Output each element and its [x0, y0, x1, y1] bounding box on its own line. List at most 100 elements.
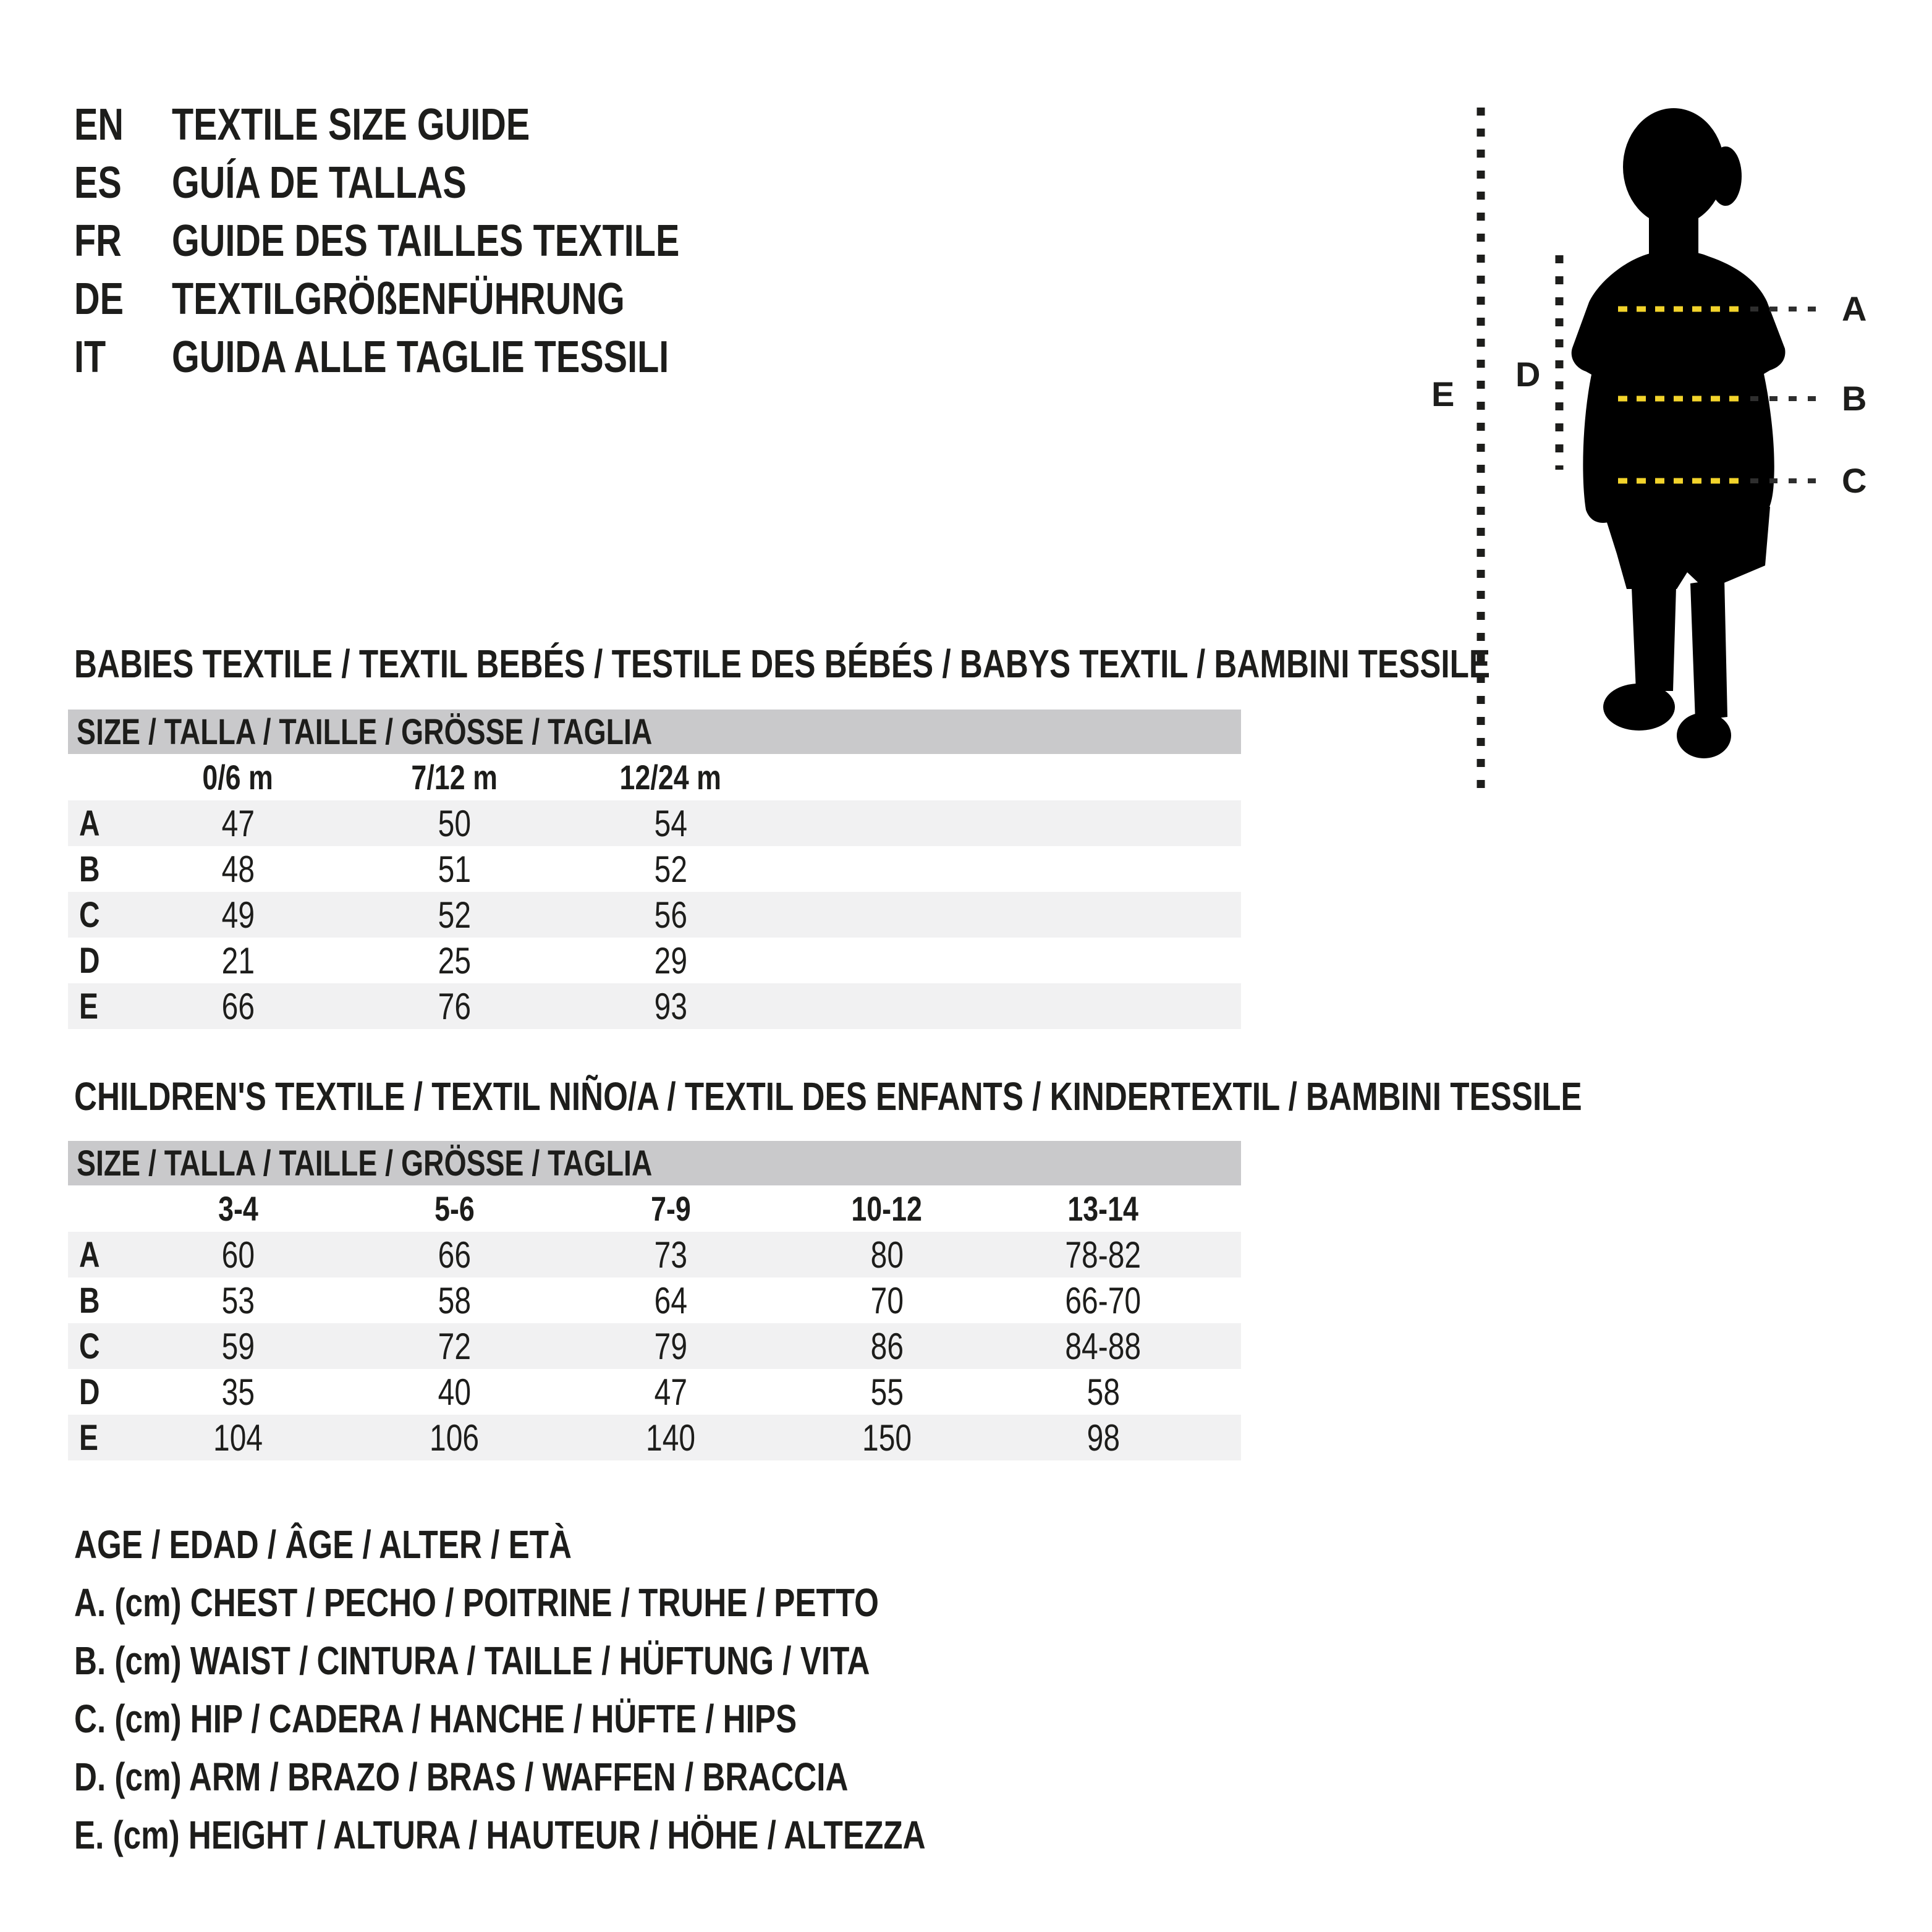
legend-line-text: C. (cm) HIP / CADERA / HANCHE / HÜFTE / …: [74, 1697, 797, 1741]
legend-line: D. (cm) ARM / BRAZO / BRAS / WAFFEN / BR…: [74, 1748, 1138, 1806]
cell-value-text: 60: [221, 1234, 255, 1276]
language-code-text: EN: [74, 100, 124, 150]
row-label-text: D: [79, 940, 100, 981]
table-row: E 66 76 93: [68, 983, 1241, 1029]
column-header-text: 12/24 m: [619, 758, 722, 797]
column-header-text: 3-4: [218, 1189, 258, 1228]
language-label: GUÍA DE TALLAS: [172, 158, 540, 208]
cell-value-text: 47: [654, 1371, 687, 1413]
cell-value-text: 84-88: [1065, 1325, 1142, 1367]
cell-value-text: 98: [1087, 1417, 1120, 1459]
cell-value-text: 86: [870, 1325, 904, 1367]
cell-value: 64: [562, 1279, 779, 1322]
cell-value: 80: [779, 1234, 995, 1276]
language-code: EN: [74, 100, 172, 150]
cell-value: 98: [995, 1417, 1211, 1459]
column-header: 13-14: [995, 1188, 1211, 1229]
cell-value: 78-82: [995, 1234, 1211, 1276]
legend-line-text: D. (cm) ARM / BRAZO / BRAS / WAFFEN / BR…: [74, 1755, 849, 1799]
table-row: D 35 40 47 55 58: [68, 1369, 1241, 1415]
children-section-title: CHILDREN'S TEXTILE / TEXTIL NIÑO/A / TEX…: [74, 1077, 1932, 1116]
legend-line-text: A. (cm) CHEST / PECHO / POITRINE / TRUHE…: [74, 1580, 879, 1625]
cell-value: 55: [779, 1371, 995, 1413]
cell-value-text: 55: [870, 1371, 904, 1413]
language-label-text: GUIDA ALLE TAGLIE TESSILI: [172, 333, 669, 382]
language-code-text: FR: [74, 216, 122, 266]
cell-value: 72: [346, 1325, 562, 1368]
cell-value-text: 59: [221, 1325, 255, 1367]
language-label: TEXTILGRÖßENFÜHRUNG: [172, 274, 738, 324]
cell-value-text: 52: [438, 894, 471, 936]
cell-value-text: 53: [221, 1279, 255, 1321]
cell-value-text: 58: [1087, 1371, 1120, 1413]
cell-value: 84-88: [995, 1325, 1211, 1368]
cell-value: 47: [562, 1371, 779, 1413]
cell-value: 58: [995, 1371, 1211, 1413]
silhouette-right-shoe: [1677, 713, 1731, 758]
cell-value: 79: [562, 1325, 779, 1368]
language-label-text: GUIDE DES TAILLES TEXTILE: [172, 216, 680, 266]
column-header-text: 13-14: [1067, 1189, 1139, 1228]
row-label-text: A: [79, 1234, 100, 1275]
cell-value: 53: [130, 1279, 346, 1322]
cell-value-text: 104: [213, 1417, 263, 1459]
row-label-text: A: [79, 803, 100, 844]
language-code-text: DE: [74, 274, 124, 324]
children-table-header-text: SIZE / TALLA / TAILLE / GRÖSSE / TAGLIA: [77, 1143, 653, 1184]
cell-value-text: 93: [654, 985, 687, 1027]
cell-value-text: 25: [438, 939, 471, 981]
row-label: B: [68, 1280, 130, 1321]
silhouette-head: [1623, 108, 1724, 226]
cell-value-text: 70: [870, 1279, 904, 1321]
cell-value: 51: [346, 848, 562, 891]
legend-line-text: AGE / EDAD / ÂGE / ALTER / ETÀ: [74, 1522, 572, 1567]
column-header: 0/6 m: [130, 757, 346, 797]
children-size-table: SIZE / TALLA / TAILLE / GRÖSSE / TAGLIA …: [68, 1141, 1241, 1460]
cell-value: 93: [562, 985, 779, 1028]
cell-value-text: 40: [438, 1371, 471, 1413]
cell-value: 50: [346, 802, 562, 845]
language-label: GUIDA ALLE TAGLIE TESSILI: [172, 332, 793, 383]
silhouette-shirt: [1571, 250, 1786, 526]
cell-value: 73: [562, 1234, 779, 1276]
babies-table-body: 0/6 m 7/12 m 12/24 m A 47 50 54 B 48 51 52 C 49 52 56 D…: [68, 754, 1241, 1029]
column-header-row: 0/6 m 7/12 m 12/24 m: [68, 754, 1241, 800]
legend-line-text: E. (cm) HEIGHT / ALTURA / HAUTEUR / HÖHE…: [74, 1813, 926, 1857]
cell-value: 70: [779, 1279, 995, 1322]
cell-value: 59: [130, 1325, 346, 1368]
language-row: DE TEXTILGRÖßENFÜHRUNG: [74, 270, 807, 328]
language-label-text: TEXTILGRÖßENFÜHRUNG: [172, 274, 625, 324]
cell-value-text: 73: [654, 1234, 687, 1276]
legend-line-text: B. (cm) WAIST / CINTURA / TAILLE / HÜFTU…: [74, 1638, 870, 1683]
cell-value-text: 52: [654, 848, 687, 890]
row-label: D: [68, 940, 130, 981]
language-list: EN TEXTILE SIZE GUIDE ES GUÍA DE TALLAS FR GU…: [74, 96, 807, 386]
row-label-text: B: [79, 849, 100, 889]
silhouette-right-leg: [1690, 578, 1727, 721]
cell-value: 76: [346, 985, 562, 1028]
silhouette-left-shoe: [1603, 684, 1675, 731]
cell-value-text: 150: [862, 1417, 912, 1459]
cell-value-text: 21: [221, 939, 255, 981]
language-code-text: IT: [74, 333, 106, 382]
cell-value-text: 79: [654, 1325, 687, 1367]
language-row: FR GUIDE DES TAILLES TEXTILE: [74, 212, 807, 270]
silhouette-neck: [1649, 198, 1698, 260]
table-row: D 21 25 29: [68, 938, 1241, 983]
cell-value: 54: [562, 802, 779, 845]
column-header: 7/12 m: [346, 757, 562, 797]
cell-value: 58: [346, 1279, 562, 1322]
language-label-text: TEXTILE SIZE GUIDE: [172, 100, 530, 150]
column-header: 3-4: [130, 1188, 346, 1229]
language-code: IT: [74, 332, 172, 383]
cell-value: 56: [562, 894, 779, 936]
table-row: B 48 51 52: [68, 846, 1241, 892]
table-row: B 53 58 64 70 66-70: [68, 1277, 1241, 1323]
babies-table-header-bar: SIZE / TALLA / TAILLE / GRÖSSE / TAGLIA: [68, 710, 1241, 754]
column-header-text: 10-12: [851, 1189, 923, 1228]
table-row: A 47 50 54: [68, 800, 1241, 846]
cell-value-text: 47: [221, 802, 255, 844]
cell-value-text: 48: [221, 848, 255, 890]
measurement-legend: AGE / EDAD / ÂGE / ALTER / ETÀ A. (cm) CH…: [74, 1515, 1138, 1864]
cell-value-text: 49: [221, 894, 255, 936]
